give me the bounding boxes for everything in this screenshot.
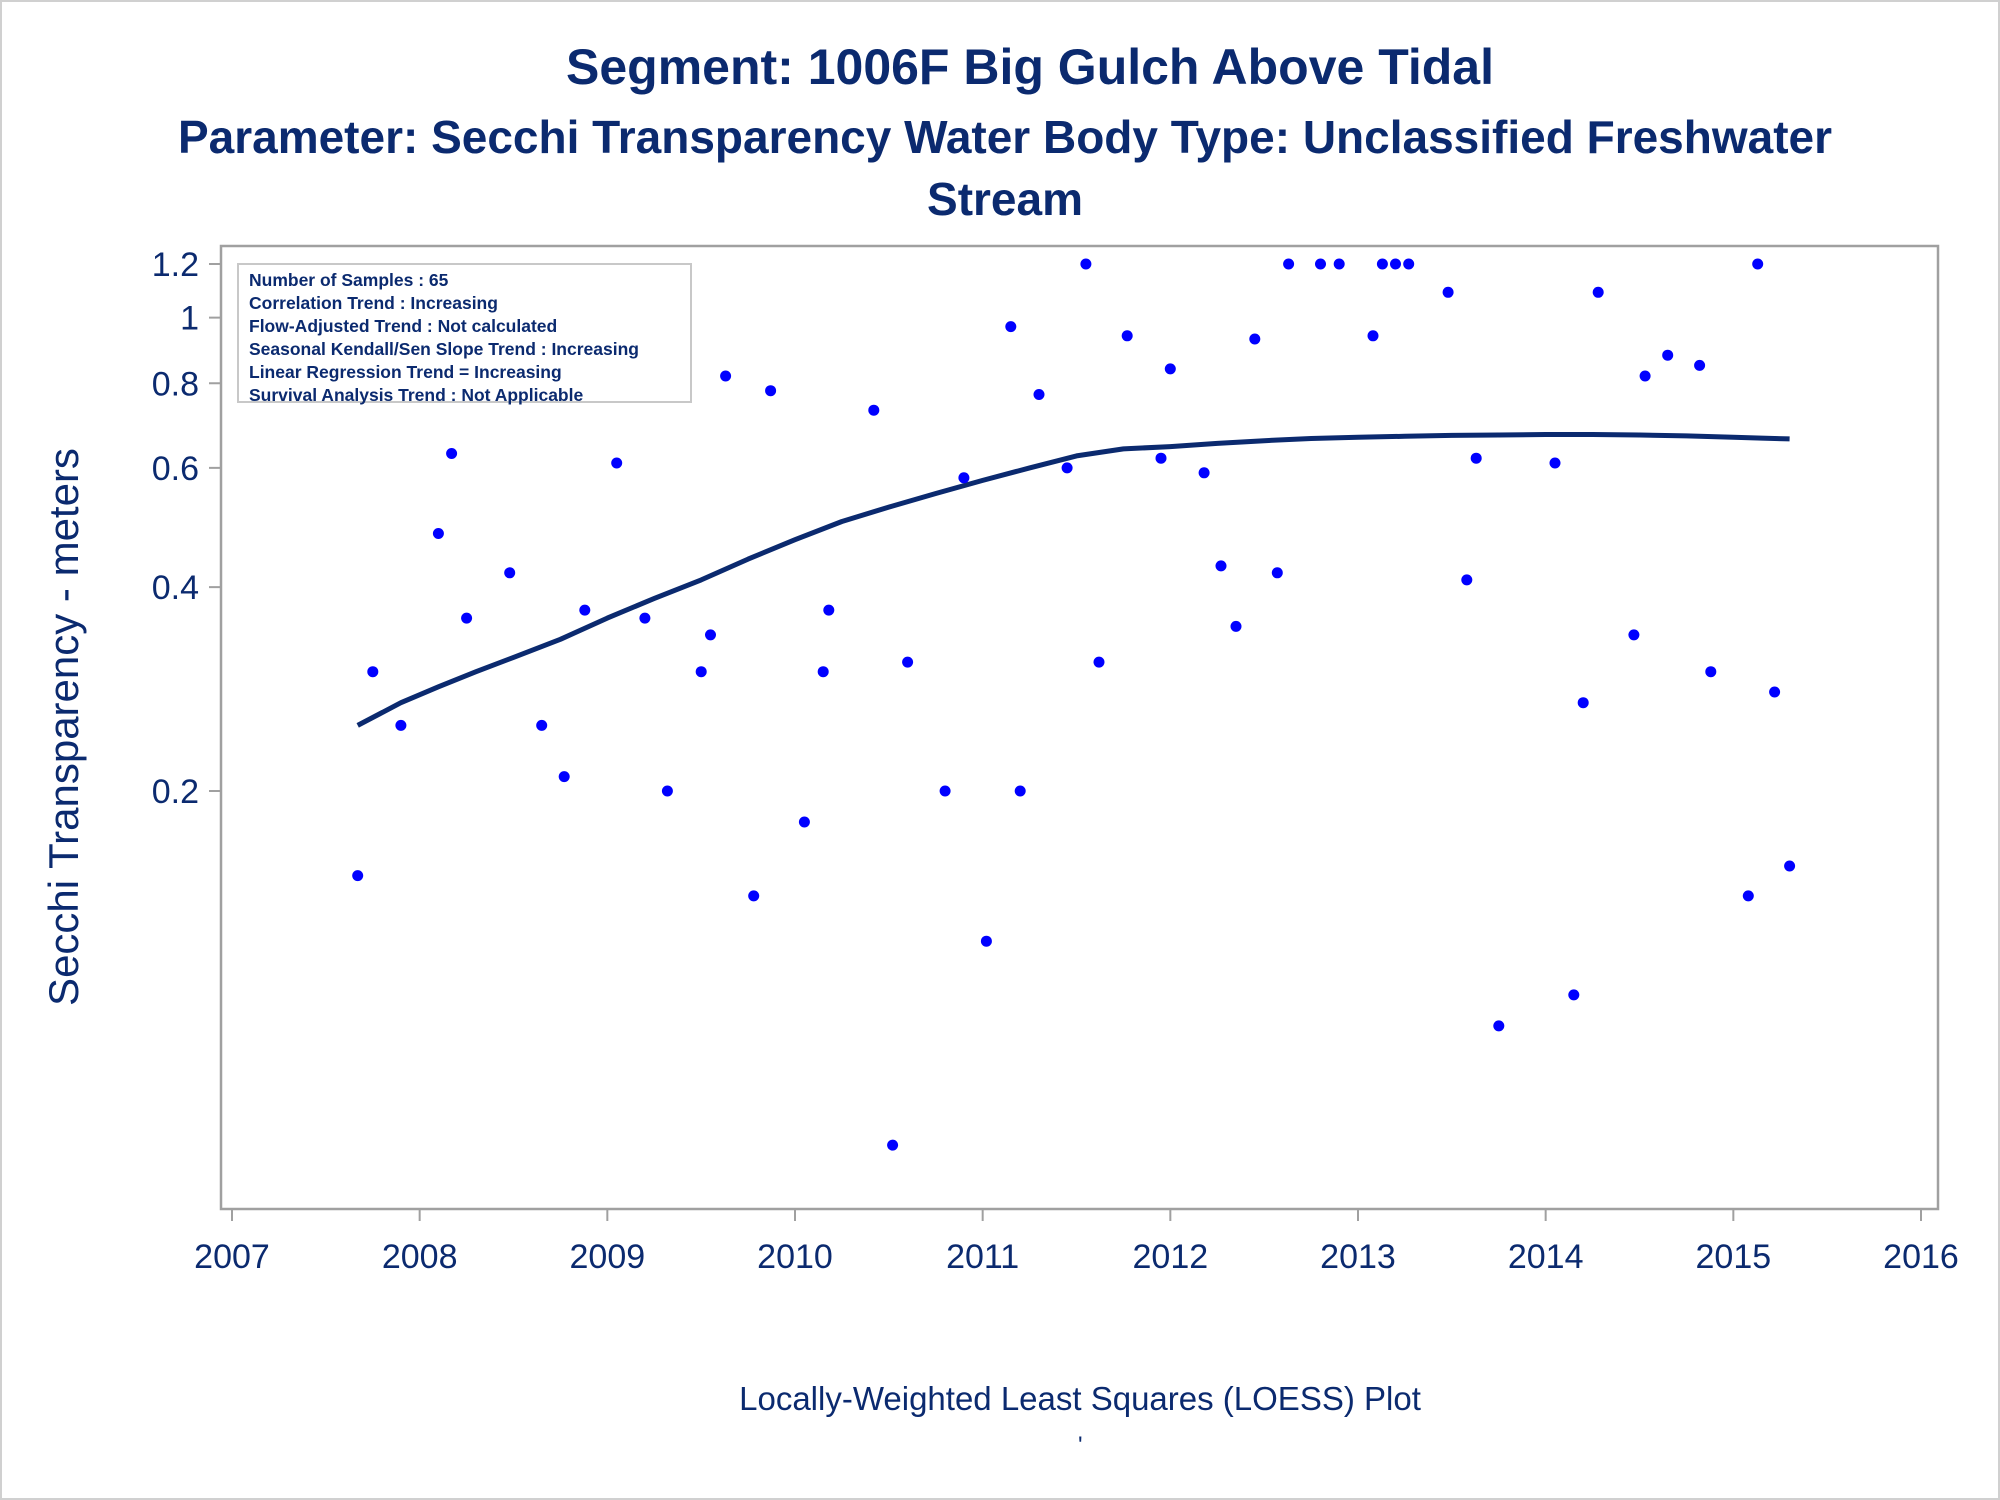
data-point xyxy=(536,719,548,731)
x-tick-label: 2012 xyxy=(1133,1238,1209,1276)
x-tick-label: 2010 xyxy=(757,1238,833,1276)
chart-subtitle: Parameter: Secchi Transparency Water Bod… xyxy=(177,111,1833,225)
data-point xyxy=(611,457,623,469)
data-point xyxy=(1769,686,1781,698)
loess-curve xyxy=(356,432,1790,728)
data-point xyxy=(461,612,473,624)
data-point xyxy=(1493,1020,1505,1032)
data-point xyxy=(1198,467,1210,479)
x-tick-label: 2011 xyxy=(946,1238,1019,1276)
data-point xyxy=(765,385,777,397)
y-tick-label: 0.6 xyxy=(152,450,199,488)
data-point xyxy=(1705,666,1717,678)
data-point xyxy=(504,567,516,579)
data-point xyxy=(1014,785,1026,797)
data-point xyxy=(958,472,970,484)
data-point xyxy=(1376,258,1388,270)
data-point xyxy=(868,404,880,416)
data-point xyxy=(1093,656,1105,668)
x-tick-label: 2015 xyxy=(1696,1238,1772,1276)
data-point xyxy=(395,719,407,731)
data-point xyxy=(1784,860,1796,872)
data-point xyxy=(1121,330,1133,342)
stats-legend: Number of Samples : 65 Correlation Trend… xyxy=(237,263,692,405)
data-point xyxy=(1742,890,1754,902)
data-point xyxy=(1215,560,1227,572)
data-point xyxy=(695,666,707,678)
data-point xyxy=(887,1139,899,1151)
data-point xyxy=(1390,258,1401,270)
data-point xyxy=(1249,333,1261,345)
data-point xyxy=(446,448,458,459)
x-tick-label: 2009 xyxy=(570,1238,646,1276)
data-point xyxy=(1315,258,1326,270)
stat-correlation: Correlation Trend : Increasing xyxy=(249,293,498,313)
data-point xyxy=(902,656,914,668)
data-point xyxy=(720,370,732,382)
data-point xyxy=(1639,370,1651,382)
data-point xyxy=(352,870,364,882)
data-point xyxy=(1592,286,1604,298)
chart-title: Segment: 1006F Big Gulch Above Tidal xyxy=(566,39,1494,95)
data-point xyxy=(705,629,716,641)
data-point xyxy=(1230,620,1242,632)
data-point xyxy=(661,785,673,797)
y-tick-label: 0.2 xyxy=(152,773,199,811)
y-tick-label: 1.2 xyxy=(152,246,199,284)
data-point xyxy=(939,785,951,797)
y-tick-label: 0.4 xyxy=(152,569,199,607)
data-point xyxy=(980,935,992,947)
data-point xyxy=(367,666,379,678)
data-point xyxy=(798,816,810,828)
plot-area xyxy=(219,244,1940,1211)
data-point xyxy=(1442,286,1454,298)
data-point xyxy=(1403,258,1415,270)
data-point xyxy=(1628,629,1640,641)
stat-survival: Survival Analysis Trend : Not Applicable xyxy=(249,385,584,405)
data-point xyxy=(1164,363,1176,375)
data-point xyxy=(1752,258,1764,270)
data-point xyxy=(823,604,835,616)
x-tick-label: 2013 xyxy=(1320,1238,1396,1276)
data-point xyxy=(639,612,651,624)
data-point xyxy=(432,528,444,539)
data-point xyxy=(1033,389,1045,400)
data-point xyxy=(1577,697,1589,709)
data-point xyxy=(1061,462,1073,474)
data-point xyxy=(1155,452,1167,464)
data-point xyxy=(1568,989,1580,1001)
x-tick-label: 2014 xyxy=(1508,1238,1584,1276)
footnote-mark: ' xyxy=(1078,1432,1083,1459)
y-tick-label: 1 xyxy=(180,300,199,338)
data-point xyxy=(1694,359,1706,371)
y-tick-label: 0.8 xyxy=(152,365,199,403)
data-point xyxy=(1367,330,1379,342)
data-point xyxy=(817,666,829,678)
stat-linear-regression: Linear Regression Trend = Increasing xyxy=(249,362,562,382)
data-point xyxy=(1005,321,1017,333)
y-axis-label: Secchi Transparency - meters xyxy=(40,448,87,1006)
stat-samples: Number of Samples : 65 xyxy=(249,270,449,290)
data-point xyxy=(1461,574,1473,586)
footnote: Locally-Weighted Least Squares (LOESS) P… xyxy=(739,1380,1421,1417)
data-point xyxy=(579,604,591,616)
data-point xyxy=(1333,258,1345,270)
data-point xyxy=(1549,457,1561,469)
x-tick-label: 2008 xyxy=(382,1238,458,1276)
data-point xyxy=(1283,258,1295,270)
data-point xyxy=(748,890,760,902)
stat-seasonal-kendall: Seasonal Kendall/Sen Slope Trend : Incre… xyxy=(249,339,639,359)
data-point xyxy=(1470,452,1482,464)
data-point xyxy=(1662,349,1674,361)
data-point xyxy=(1271,567,1283,579)
stat-flow-adjusted: Flow-Adjusted Trend : Not calculated xyxy=(249,316,558,336)
data-point xyxy=(558,771,570,783)
x-tick-label: 2016 xyxy=(1883,1238,1959,1276)
data-point xyxy=(1080,258,1092,270)
x-tick-label: 2007 xyxy=(194,1238,270,1276)
